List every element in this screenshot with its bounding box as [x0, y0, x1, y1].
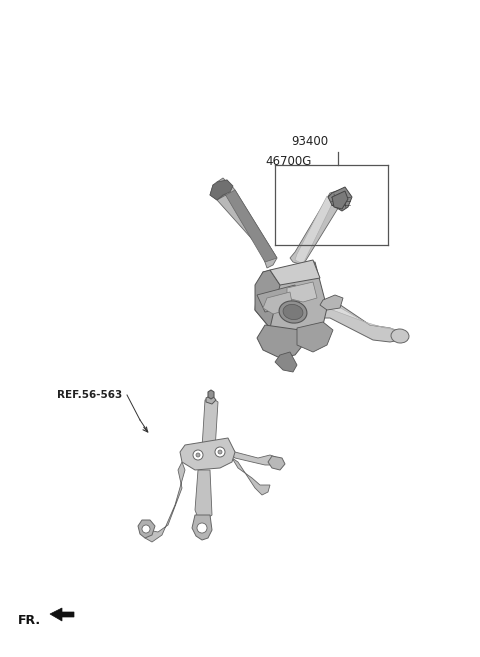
Polygon shape: [270, 260, 320, 285]
Polygon shape: [255, 262, 327, 332]
Circle shape: [142, 525, 150, 533]
Polygon shape: [332, 191, 348, 209]
Polygon shape: [257, 325, 303, 358]
Circle shape: [193, 450, 203, 460]
Text: REF.56-563: REF.56-563: [57, 390, 122, 400]
Polygon shape: [195, 470, 212, 520]
Polygon shape: [145, 462, 185, 542]
Polygon shape: [255, 270, 280, 328]
Polygon shape: [275, 352, 297, 372]
Polygon shape: [208, 390, 214, 399]
Polygon shape: [327, 300, 397, 330]
Circle shape: [196, 453, 200, 457]
Polygon shape: [257, 285, 300, 312]
Polygon shape: [50, 608, 74, 621]
Polygon shape: [287, 282, 317, 302]
Polygon shape: [180, 438, 235, 470]
Polygon shape: [210, 180, 277, 268]
Polygon shape: [295, 196, 333, 264]
Text: FR.: FR.: [18, 614, 41, 627]
Polygon shape: [206, 395, 216, 404]
Text: 46700G: 46700G: [265, 155, 312, 168]
Polygon shape: [297, 322, 333, 352]
Polygon shape: [228, 442, 278, 465]
Polygon shape: [217, 178, 275, 260]
Polygon shape: [217, 190, 277, 262]
Polygon shape: [192, 515, 212, 540]
Text: 93400: 93400: [291, 135, 329, 148]
Ellipse shape: [391, 329, 409, 343]
Polygon shape: [138, 520, 155, 538]
Ellipse shape: [283, 304, 303, 319]
Polygon shape: [263, 292, 293, 314]
Polygon shape: [202, 398, 218, 452]
Circle shape: [218, 450, 222, 454]
Circle shape: [197, 523, 207, 533]
Polygon shape: [232, 458, 270, 495]
Polygon shape: [268, 456, 285, 470]
Polygon shape: [320, 298, 400, 342]
Polygon shape: [210, 180, 233, 200]
Ellipse shape: [279, 301, 307, 323]
Polygon shape: [328, 187, 352, 211]
Polygon shape: [320, 295, 343, 310]
Circle shape: [215, 447, 225, 457]
Polygon shape: [290, 190, 345, 265]
